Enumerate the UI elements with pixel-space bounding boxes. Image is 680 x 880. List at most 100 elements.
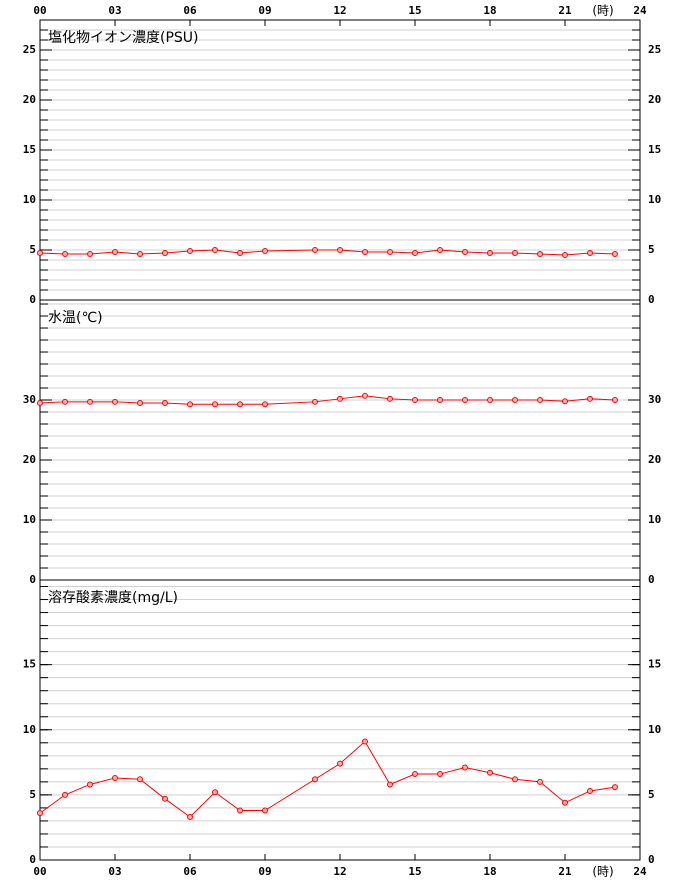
data-point: [137, 776, 143, 783]
y-tick-label: 5: [29, 788, 36, 801]
data-point: [587, 395, 593, 402]
data-point: [362, 738, 368, 745]
data-point: [462, 397, 468, 404]
data-point: [112, 398, 118, 405]
data-point: [612, 251, 618, 257]
data-point: [87, 251, 93, 257]
x-axis-label: (時): [592, 865, 613, 879]
x-tick-label: 09: [258, 4, 271, 17]
data-line: [39, 740, 616, 818]
data-point: [512, 776, 518, 783]
y-tick-label: 10: [648, 513, 661, 526]
data-point: [537, 778, 543, 785]
data-point: [262, 248, 268, 254]
x-tick-label: 12: [333, 865, 346, 878]
data-point: [162, 400, 168, 407]
y-tick-label: 0: [29, 293, 36, 306]
data-point: [612, 397, 618, 404]
data-point: [462, 249, 468, 255]
data-point: [462, 764, 468, 771]
data-point: [237, 250, 243, 256]
data-point: [487, 397, 493, 404]
data-point: [512, 250, 518, 256]
data-point: [262, 807, 268, 814]
data-point: [262, 401, 268, 408]
data-point: [412, 771, 418, 778]
data-point: [387, 781, 393, 788]
data-point: [437, 771, 443, 778]
data-point: [487, 769, 493, 776]
y-tick-label: 10: [23, 513, 36, 526]
data-point: [62, 251, 68, 257]
data-point: [412, 397, 418, 404]
data-point: [562, 799, 568, 806]
y-tick-label: 10: [648, 723, 661, 736]
data-point: [387, 249, 393, 255]
data-point: [587, 250, 593, 256]
data-point: [62, 398, 68, 405]
data-point: [112, 774, 118, 781]
x-tick-label: 18: [483, 865, 496, 878]
x-tick-label: 24: [633, 4, 647, 17]
y-tick-label: 0: [648, 573, 655, 586]
y-tick-label: 20: [648, 453, 661, 466]
data-point: [312, 776, 318, 783]
data-point: [412, 250, 418, 256]
x-tick-label: 15: [408, 4, 421, 17]
data-point: [612, 784, 618, 791]
y-tick-label: 0: [648, 293, 655, 306]
data-point: [587, 787, 593, 794]
panel-frame: [39, 579, 641, 861]
data-point: [212, 401, 218, 408]
data-point: [312, 398, 318, 405]
data-point: [137, 400, 143, 407]
x-tick-label: 00: [33, 4, 46, 17]
x-tick-label: 12: [333, 4, 346, 17]
data-point: [162, 795, 168, 802]
y-tick-label: 10: [23, 193, 36, 206]
y-tick-label: 25: [648, 43, 661, 56]
data-point: [62, 791, 68, 798]
data-point: [437, 397, 443, 404]
y-tick-label: 20: [23, 453, 36, 466]
data-point: [212, 789, 218, 796]
data-point: [362, 249, 368, 255]
y-tick-label: 20: [648, 93, 661, 106]
panel-frame: [39, 299, 641, 581]
data-point: [212, 247, 218, 253]
x-tick-label: 21: [558, 4, 572, 17]
panel-title: 溶存酸素濃度(mg/L): [48, 590, 178, 606]
data-point: [237, 401, 243, 408]
data-point: [37, 400, 43, 407]
data-line: [39, 249, 616, 256]
panel-title: 水温(℃): [48, 310, 103, 326]
x-tick-label: 03: [108, 4, 121, 17]
x-tick-label: 09: [258, 865, 271, 878]
panel-title: 塩化物イオン濃度(PSU): [48, 30, 199, 46]
x-tick-label: 15: [408, 865, 421, 878]
data-point: [137, 251, 143, 257]
y-tick-label: 25: [23, 43, 36, 56]
y-tick-label: 30: [23, 393, 36, 406]
data-point: [187, 401, 193, 408]
y-tick-label: 5: [648, 788, 655, 801]
data-point: [487, 250, 493, 256]
x-tick-label: 18: [483, 4, 496, 17]
data-point: [562, 252, 568, 258]
data-point: [337, 247, 343, 253]
data-point: [162, 250, 168, 256]
data-point: [37, 250, 43, 256]
x-tick-label: 06: [183, 865, 197, 878]
data-point: [562, 398, 568, 405]
data-point: [387, 395, 393, 402]
x-tick-label: 24: [633, 865, 647, 878]
data-point: [537, 397, 543, 404]
data-point: [537, 251, 543, 257]
y-tick-label: 10: [23, 723, 36, 736]
y-tick-label: 15: [23, 658, 36, 671]
data-point: [362, 392, 368, 399]
x-axis-label: (時): [592, 4, 613, 18]
data-point: [112, 249, 118, 255]
data-point: [37, 810, 43, 817]
